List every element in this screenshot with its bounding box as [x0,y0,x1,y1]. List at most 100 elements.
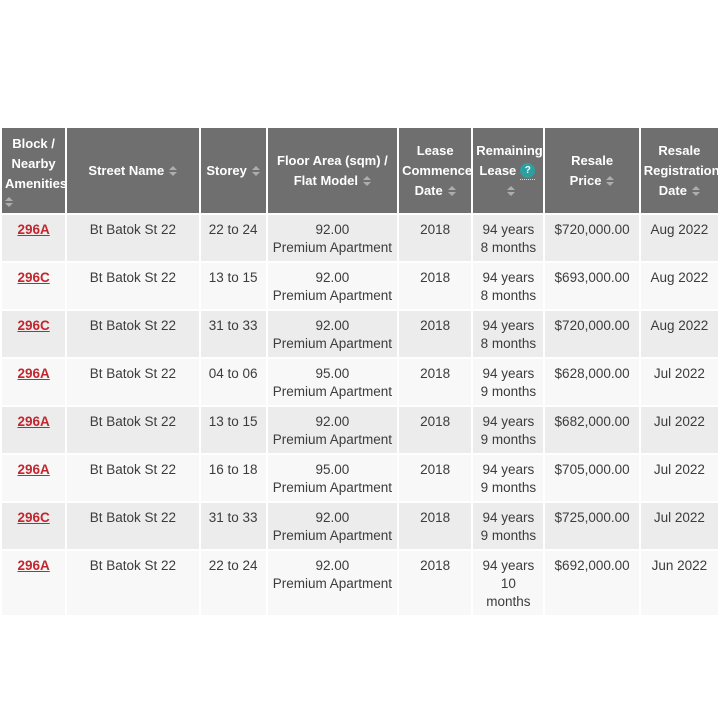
cell-block: 296C [2,311,66,357]
cell-floor-area: 92.00 Premium Apartment [267,311,398,357]
table-header: Block / Nearby Amenities Street Name Sto… [2,128,720,213]
cell-street-name: Bt Batok St 22 [67,215,199,261]
cell-resale-reg-date: Aug 2022 [640,263,718,309]
cell-floor-area: 95.00 Premium Apartment [267,359,398,405]
cell-resale-price: $628,000.00 [545,359,639,405]
cell-storey: 13 to 15 [200,407,266,453]
cell-resale-price: $720,000.00 [545,311,639,357]
resale-table-container: Block / Nearby Amenities Street Name Sto… [0,126,720,617]
block-link[interactable]: 296A [17,462,50,477]
cell-storey: 16 to 18 [200,455,266,501]
col-header-label: Street Name [88,162,165,178]
cell-floor-area: 92.00 Premium Apartment [267,503,398,549]
block-link[interactable]: 296A [17,414,50,429]
cell-resale-price: $692,000.00 [545,551,639,615]
col-header-storey[interactable]: Storey [200,128,266,213]
sort-icon [5,197,62,207]
cell-resale-price: $720,000.00 [545,215,639,261]
cell-lease-commence: 2018 [399,551,472,615]
cell-street-name: Bt Batok St 22 [67,503,199,549]
col-header-label: Resale Price [569,152,614,188]
cell-resale-reg-date: Jul 2022 [640,503,718,549]
col-header-resale-reg-date[interactable]: Resale Registration Date [640,128,720,213]
col-header-label: Resale Registration Date [643,142,720,198]
cell-street-name: Bt Batok St 22 [67,455,199,501]
help-question-icon[interactable]: ? [520,163,536,179]
cell-remaining-lease: 94 years 9 months [473,503,544,549]
block-link[interactable]: 296A [17,366,50,381]
col-header-lease-commence[interactable]: Lease Commence Date [399,128,473,213]
col-header-label: Block / Nearby Amenities [5,136,68,191]
cell-storey: 04 to 06 [200,359,266,405]
cell-resale-reg-date: Jul 2022 [640,407,718,453]
table-row: 296A Bt Batok St 22 16 to 18 95.00 Premium … [2,455,718,501]
sort-icon [506,186,515,197]
sort-icon [251,166,260,177]
cell-lease-commence: 2018 [399,503,472,549]
cell-block: 296A [2,455,66,501]
cell-lease-commence: 2018 [399,359,472,405]
cell-lease-commence: 2018 [399,311,472,357]
col-header-remaining-lease[interactable]: Remaining Lease? [473,128,544,213]
cell-lease-commence: 2018 [399,407,472,453]
table-body: 296A Bt Batok St 22 22 to 24 92.00 Premium … [2,215,718,615]
cell-block: 296A [2,215,66,261]
col-header-resale-price[interactable]: Resale Price [545,128,639,213]
cell-remaining-lease: 94 years 10 months [473,551,544,615]
cell-resale-price: $725,000.00 [545,503,639,549]
block-link[interactable]: 296A [17,558,50,573]
sort-icon [691,186,700,197]
cell-resale-reg-date: Jul 2022 [640,359,718,405]
cell-street-name: Bt Batok St 22 [67,551,199,615]
cell-storey: 13 to 15 [200,263,266,309]
cell-resale-reg-date: Aug 2022 [640,215,718,261]
col-header-label: Lease Commence Date [402,142,473,198]
sort-icon [169,166,178,177]
cell-storey: 31 to 33 [200,503,266,549]
cell-lease-commence: 2018 [399,263,472,309]
cell-remaining-lease: 94 years 8 months [473,263,544,309]
cell-block: 296C [2,503,66,549]
cell-block: 296A [2,407,66,453]
cell-resale-reg-date: Jul 2022 [640,455,718,501]
cell-storey: 22 to 24 [200,551,266,615]
remaining-lease-help[interactable]: ? [520,162,536,181]
col-header-floor-area[interactable]: Floor Area (sqm) / Flat Model [267,128,398,213]
cell-remaining-lease: 94 years 9 months [473,359,544,405]
cell-street-name: Bt Batok St 22 [67,407,199,453]
sort-icon [363,176,372,187]
cell-lease-commence: 2018 [399,215,472,261]
cell-floor-area: 92.00 Premium Apartment [267,215,398,261]
table-row: 296A Bt Batok St 22 22 to 24 92.00 Premium … [2,551,718,615]
table-row: 296C Bt Batok St 22 31 to 33 92.00 Premium … [2,311,718,357]
table-row: 296C Bt Batok St 22 13 to 15 92.00 Premium … [2,263,718,309]
cell-resale-reg-date: Aug 2022 [640,311,718,357]
cell-floor-area: 95.00 Premium Apartment [267,455,398,501]
block-link[interactable]: 296A [17,222,50,237]
col-header-label: Storey [206,162,247,178]
cell-remaining-lease: 94 years 9 months [473,407,544,453]
resale-transactions-table: Block / Nearby Amenities Street Name Sto… [0,126,720,617]
cell-block: 296A [2,359,66,405]
block-link[interactable]: 296C [17,510,50,525]
cell-storey: 22 to 24 [200,215,266,261]
cell-floor-area: 92.00 Premium Apartment [267,407,398,453]
cell-floor-area: 92.00 Premium Apartment [267,263,398,309]
block-link[interactable]: 296C [17,270,50,285]
col-header-street-name[interactable]: Street Name [67,128,199,213]
table-row: 296A Bt Batok St 22 22 to 24 92.00 Premium … [2,215,718,261]
cell-remaining-lease: 94 years 9 months [473,455,544,501]
cell-remaining-lease: 94 years 8 months [473,311,544,357]
table-row: 296A Bt Batok St 22 13 to 15 92.00 Premium … [2,407,718,453]
col-header-block[interactable]: Block / Nearby Amenities [2,128,68,213]
cell-street-name: Bt Batok St 22 [67,359,199,405]
table-row: 296A Bt Batok St 22 04 to 06 95.00 Premium … [2,359,718,405]
cell-block: 296A [2,551,66,615]
cell-remaining-lease: 94 years 8 months [473,215,544,261]
table-row: 296C Bt Batok St 22 31 to 33 92.00 Premium … [2,503,718,549]
cell-storey: 31 to 33 [200,311,266,357]
cell-street-name: Bt Batok St 22 [67,311,199,357]
cell-resale-reg-date: Jun 2022 [640,551,718,615]
sort-icon [606,176,615,187]
block-link[interactable]: 296C [17,318,50,333]
